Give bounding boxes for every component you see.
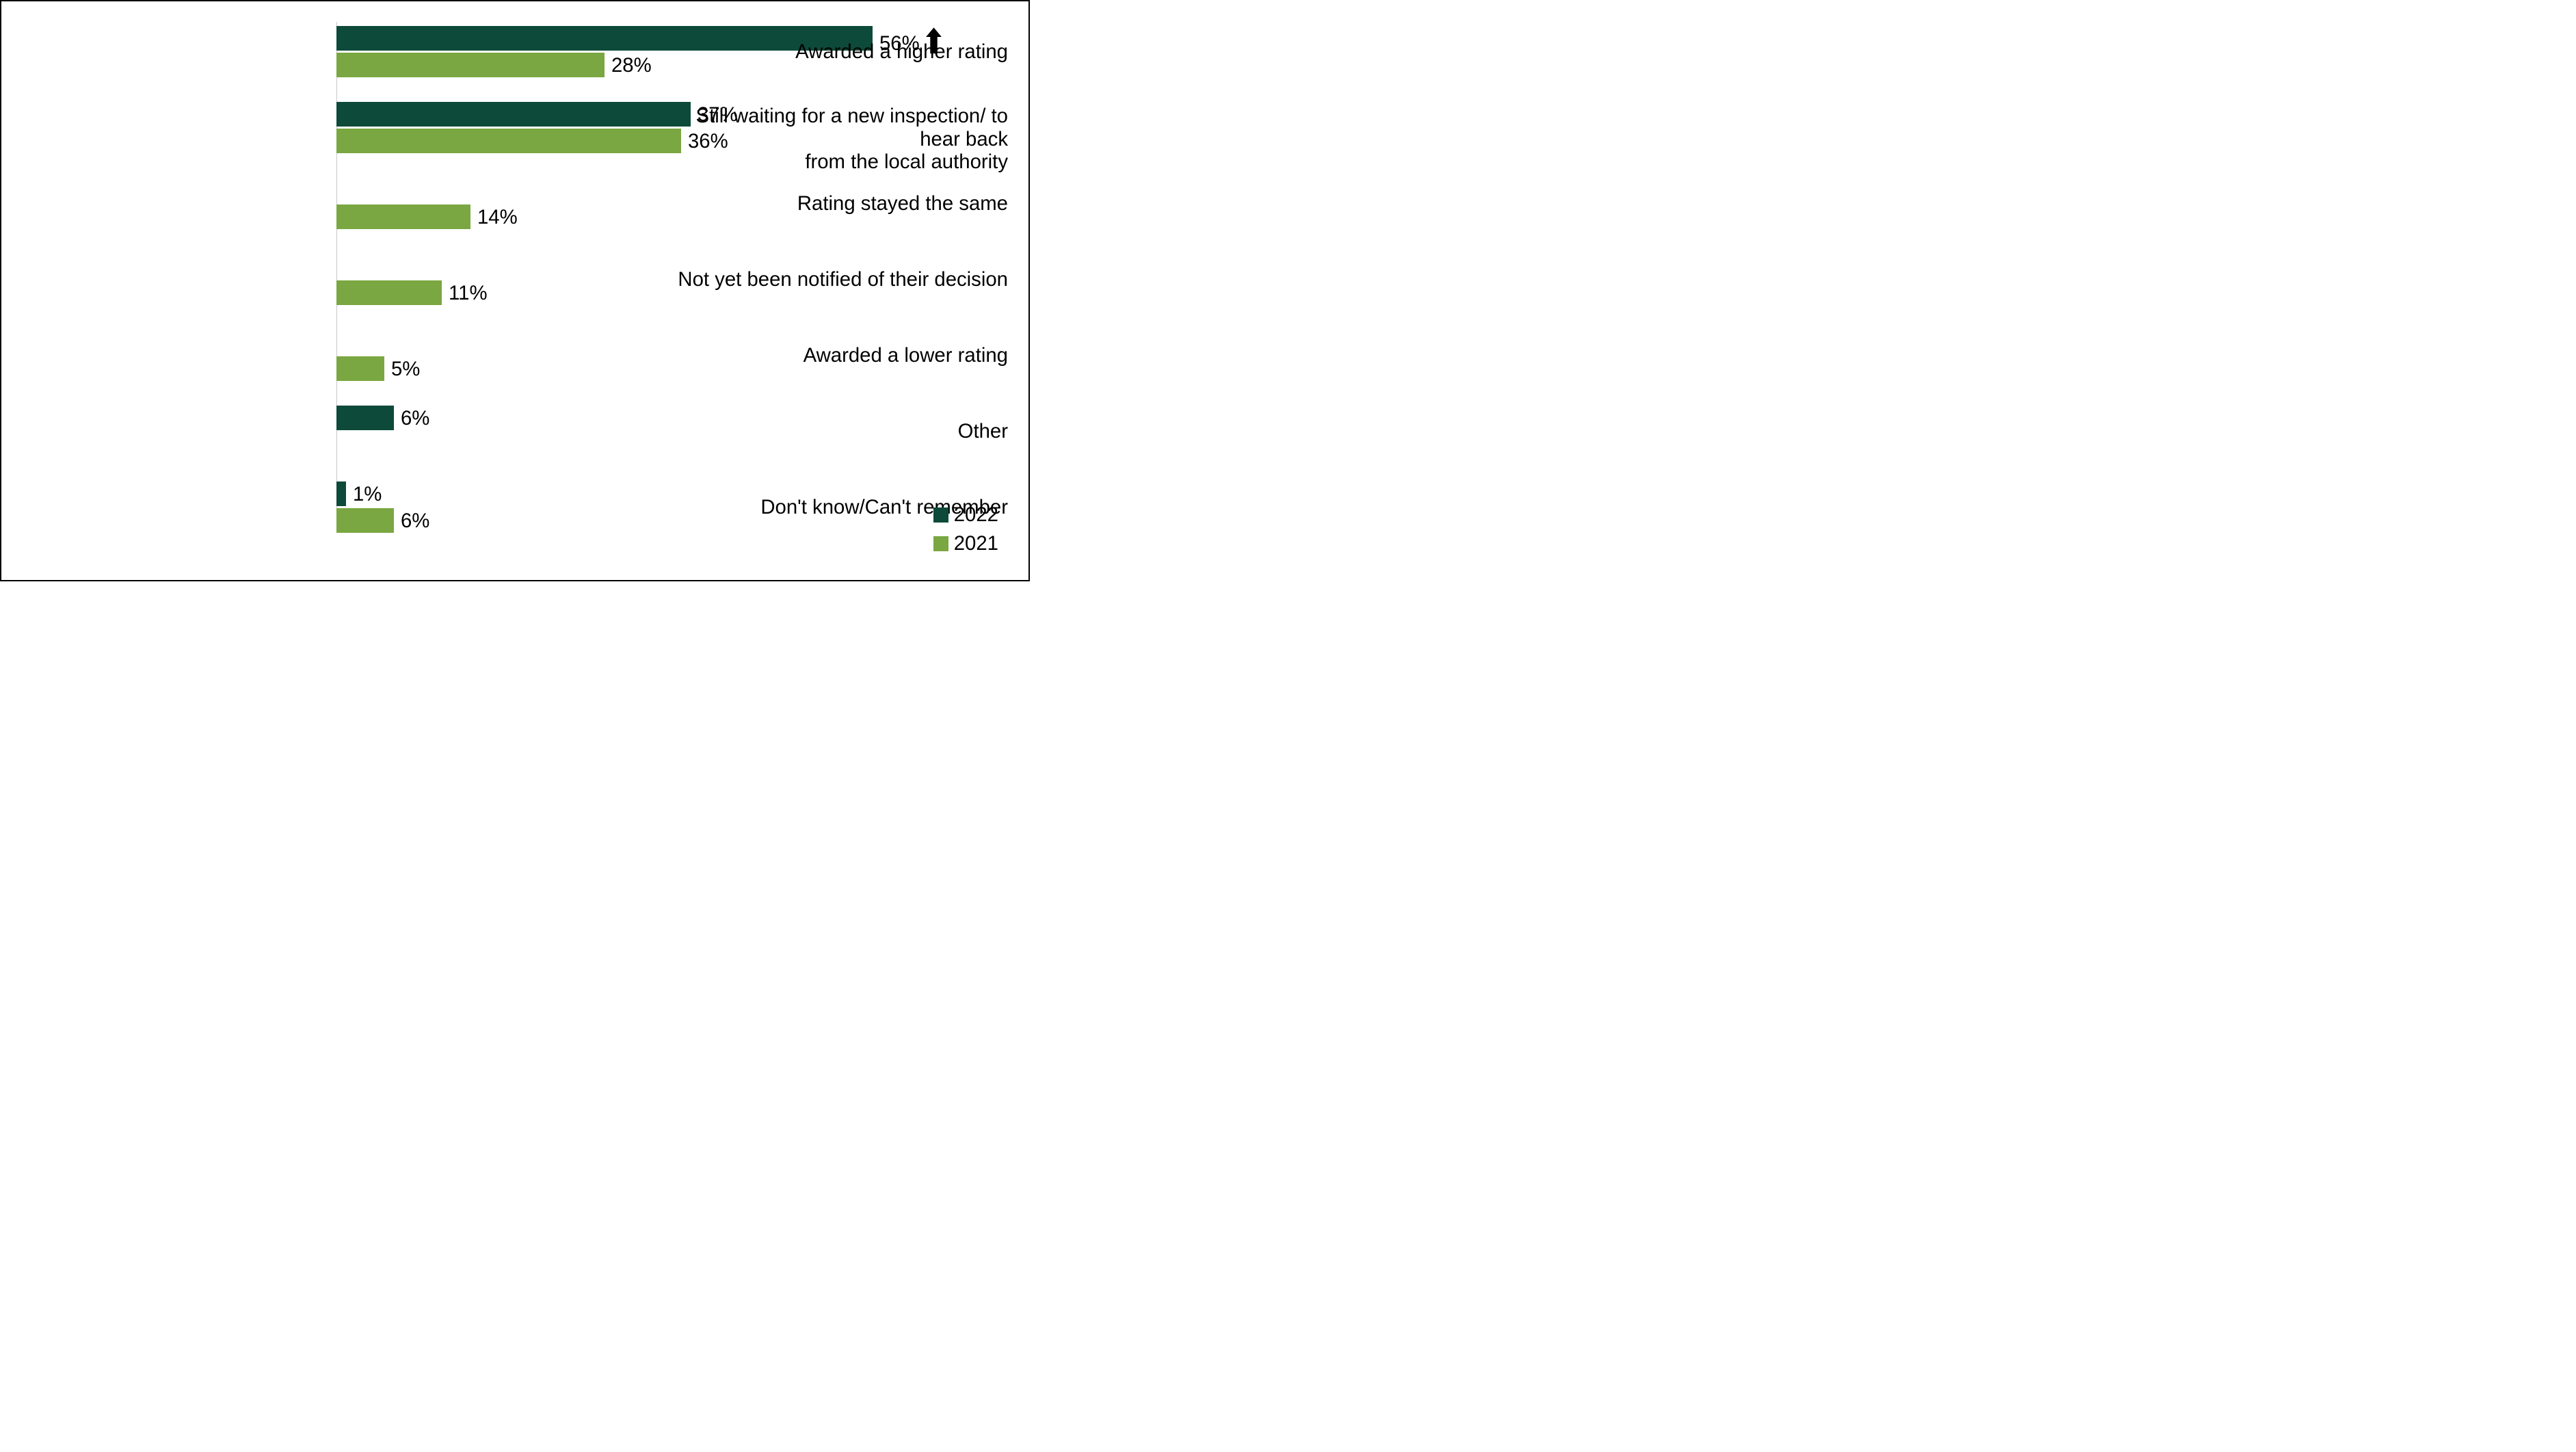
bar-y2021 — [336, 204, 470, 229]
bar-y2021 — [336, 53, 605, 77]
chart-frame: 56%⬆28%Awarded a higher rating37%36%Stil… — [0, 0, 1030, 581]
legend-label: 2022 — [954, 503, 998, 527]
bar-y2022 — [336, 481, 346, 506]
category-label: Rating stayed the same — [676, 192, 1008, 215]
bar-y2021 — [336, 129, 681, 153]
bar-value-text: 6% — [401, 407, 429, 430]
y-axis-line — [336, 22, 337, 529]
category-label: Awarded a higher rating — [676, 40, 1008, 64]
legend-item: 2022 — [933, 503, 998, 527]
category-label-line: Rating stayed the same — [676, 192, 1008, 215]
legend: 2022 2021 — [933, 498, 998, 555]
category-label-line: from the local authority — [676, 150, 1008, 174]
bar-value-text: 1% — [353, 483, 382, 505]
bar-value-label: 5% — [391, 358, 420, 381]
category-label: Other — [676, 420, 1008, 443]
bar-value-label: 14% — [477, 206, 518, 229]
bar-value-text: 14% — [477, 206, 518, 228]
legend-label: 2021 — [954, 532, 998, 555]
bar-value-text: 5% — [391, 358, 420, 380]
legend-swatch — [933, 507, 948, 523]
category-label-line: Awarded a lower rating — [676, 344, 1008, 367]
category-label-line: Not yet been notified of their decision — [676, 268, 1008, 291]
category-label: Still waiting for a new inspection/ to h… — [676, 105, 1008, 174]
bar-value-label: 1% — [353, 483, 382, 506]
bar-y2022 — [336, 102, 691, 127]
bar-value-text: 11% — [449, 282, 488, 304]
category-label: Awarded a lower rating — [676, 344, 1008, 367]
bar-y2022 — [336, 406, 394, 430]
bar-value-label: 6% — [401, 510, 429, 533]
category-label-line: Other — [676, 420, 1008, 443]
bar-value-label: 28% — [611, 54, 652, 77]
category-label: Not yet been notified of their decision — [676, 268, 1008, 291]
legend-item: 2021 — [933, 532, 998, 555]
legend-swatch — [933, 536, 948, 551]
category-label-line: Still waiting for a new inspection/ to h… — [676, 105, 1008, 150]
bar-value-text: 28% — [611, 54, 652, 77]
bar-y2021 — [336, 508, 394, 533]
bar-value-label: 6% — [401, 407, 429, 430]
chart-plot-area: 56%⬆28%Awarded a higher rating37%36%Stil… — [1, 22, 1008, 559]
bar-value-text: 6% — [401, 510, 429, 532]
category-label-line: Awarded a higher rating — [676, 40, 1008, 64]
bar-value-label: 11% — [449, 282, 488, 305]
bar-y2021 — [336, 356, 384, 381]
bar-y2021 — [336, 280, 442, 305]
